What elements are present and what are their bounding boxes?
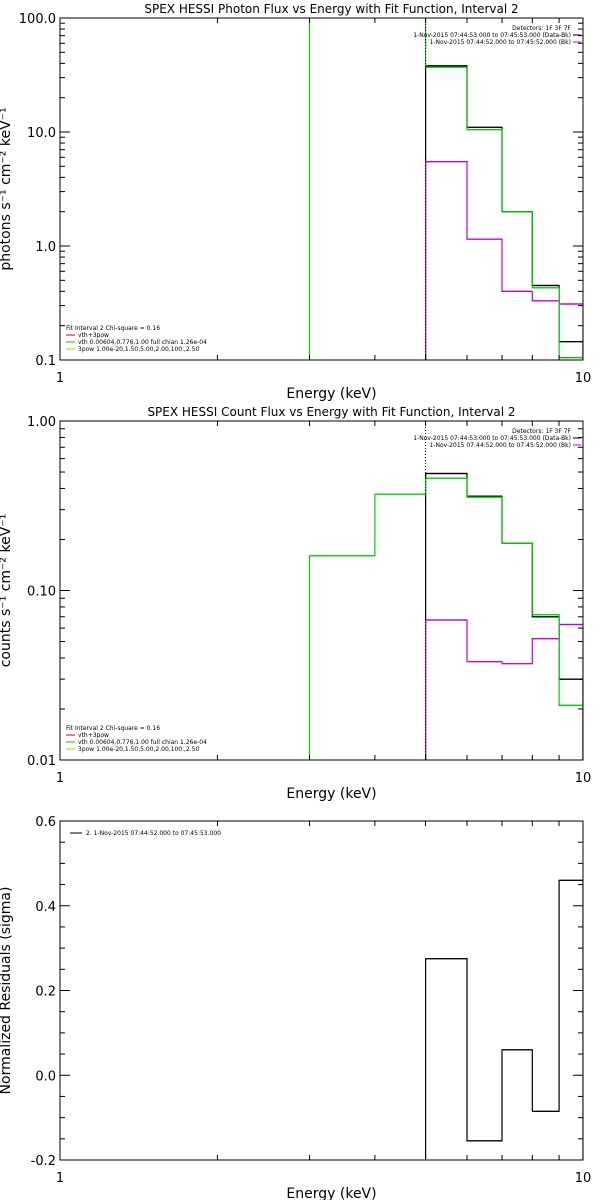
- fit-legend-line: Fit Interval 2 Chi-square = 0.16: [66, 725, 160, 732]
- y-tick-label: 0.0: [35, 1069, 56, 1084]
- legend-label: 2. 1-Nov-2015 07:44:52.000 to 07:45:53.0…: [86, 830, 221, 837]
- series-line: [308, 18, 583, 360]
- x-axis-label: Energy (keV): [286, 1186, 376, 1200]
- fit-legend-line: vth+3pow: [78, 732, 109, 739]
- plot-frame: [59, 820, 584, 1161]
- x-tick-label: 10: [575, 371, 592, 386]
- chart-title: SPEX HESSI Count Flux vs Energy with Fit…: [147, 405, 515, 419]
- chart-title: SPEX HESSI Photon Flux vs Energy with Fi…: [144, 2, 518, 16]
- chart-2-series: [308, 472, 583, 760]
- plot-frame: [59, 17, 584, 361]
- fit-legend-line: vth+3pow: [78, 332, 109, 339]
- x-tick-label: 1: [56, 771, 64, 786]
- y-tick-label: 10.0: [27, 126, 56, 141]
- series-line: [308, 477, 583, 760]
- y-tick-label: 0.1: [35, 354, 56, 369]
- header-line: 1-Nov-2015 07:44:52.000 to 07:45:52.000 …: [429, 442, 571, 449]
- x-tick-label: 10: [575, 771, 592, 786]
- y-tick-label: 1.0: [35, 240, 56, 255]
- x-tick-label: 1: [56, 1171, 64, 1186]
- y-tick-label: 0.10: [27, 585, 56, 600]
- x-axis-label: Energy (keV): [286, 386, 376, 402]
- y-axis-label: counts s⁻¹ cm⁻² keV⁻¹: [0, 514, 14, 668]
- plot-frame: [59, 420, 584, 761]
- y-axis-label: photons s⁻¹ cm⁻² keV⁻¹: [0, 107, 14, 270]
- x-axis-label: Energy (keV): [286, 786, 376, 802]
- chart-3-series: [425, 879, 583, 1160]
- y-tick-label: 0.01: [27, 754, 56, 769]
- chart-3: 1 10 -0.2 0.0 0.2 0.4 0.6 Energy (keV) Normalize…: [0, 815, 591, 1200]
- header-line: Detectors: 1F 3F 7F: [512, 25, 571, 32]
- y-axis-label: Normalized Residuals (sigma): [0, 887, 14, 1095]
- header-line: 1-Nov-2015 07:44:52.000 to 07:45:52.000 …: [429, 39, 571, 46]
- header-line: Detectors: 1F 3F 7F: [512, 428, 571, 435]
- x-tick-label: 1: [56, 371, 64, 386]
- series-line: [425, 879, 583, 1160]
- y-tick-label: 0.4: [35, 900, 56, 915]
- header-line: 1-Nov-2015 07:44:53.000 to 07:45:53.000 …: [413, 32, 571, 39]
- fit-legend-line: vth 0.00604,0.776,1.00 full chian 1.26e-…: [78, 739, 207, 746]
- chart-2: 1 10 0.01 0.10 1.00 SPEX HESSI Count Flux vs …: [0, 405, 591, 802]
- y-tick-label: -0.2: [31, 1154, 56, 1169]
- header-line: 1-Nov-2015 07:44:53.000 to 07:45:53.000 …: [413, 435, 571, 442]
- fit-legend-line: 3pow 1.00e-20,1.50,5.00,2.00,100.,2.50: [78, 346, 199, 353]
- fit-legend-line: Fit Interval 2 Chi-square = 0.16: [66, 325, 160, 332]
- y-tick-label: 100.0: [19, 12, 56, 27]
- y-tick-label: 1.00: [27, 415, 56, 430]
- y-tick-label: 0.2: [35, 985, 56, 1000]
- x-tick-label: 10: [575, 1171, 592, 1186]
- chart-1-series: [308, 18, 583, 360]
- chart-1: 1 10 0.1 1.0 10.0 100.0 SPEX HESSI Photon Flux…: [0, 2, 592, 402]
- y-tick-label: 0.6: [35, 815, 56, 830]
- fit-legend-line: 3pow 1.00e-20,1.50,5.00,2.00,100.,2.50: [78, 746, 199, 753]
- fit-legend-line: vth 0.00604,0.776,1.00 full chian 1.26e-…: [78, 339, 207, 346]
